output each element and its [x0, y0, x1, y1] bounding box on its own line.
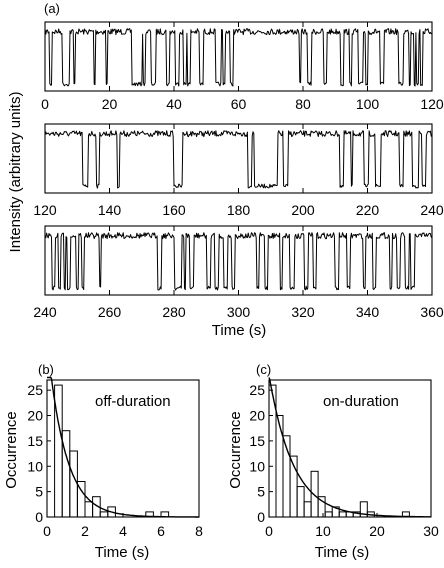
panel-b-label: (b): [38, 362, 54, 377]
y-tick-label: 5: [257, 484, 265, 500]
trace-row-2: 120 140 160 180 200 220 240: [33, 123, 444, 218]
panel-c-ylabel: Occurrence: [227, 411, 244, 489]
x-tick-label: 240: [33, 304, 57, 320]
y-tick-label: 25: [249, 382, 265, 398]
x-tick-label: 260: [98, 304, 122, 320]
panel-a-xlabel: Time (s): [212, 322, 266, 339]
x-tick-label: 20: [102, 96, 118, 112]
histogram-bar: [69, 450, 78, 518]
x-tick-label: 0: [265, 523, 273, 539]
x-tick-label: 40: [166, 96, 182, 112]
x-tick-label: 100: [356, 96, 380, 112]
panel-c-label: (c): [256, 362, 271, 377]
histogram-bar: [296, 486, 305, 518]
x-tick-label: 30: [423, 523, 439, 539]
x-tick-label: 180: [227, 202, 251, 218]
y-tick-label: 10: [27, 458, 43, 474]
histogram-on-duration: 0 10 20 30 0 5 10 15 20 25: [249, 377, 439, 539]
x-tick-label: 300: [227, 304, 251, 320]
histogram-bar: [84, 501, 94, 518]
histogram-off-duration: 0 2 4 6 8 0 5 10 15 20 25: [27, 376, 203, 539]
x-tick-label: 60: [231, 96, 247, 112]
x-tick-label: 20: [369, 523, 385, 539]
trace-row-3: 240 260 280 300 320 340 360: [33, 225, 444, 320]
y-tick-label: 25: [27, 382, 43, 398]
x-tick-label: 4: [119, 523, 127, 539]
histogram-bar: [303, 501, 312, 518]
y-tick-label: 15: [27, 433, 43, 449]
histogram-bar: [275, 415, 284, 518]
histogram-bar: [99, 511, 109, 518]
y-tick-label: 10: [249, 458, 265, 474]
intensity-trace: [44, 232, 433, 291]
panel-a: (a) Intensity (arbitrary units) Time (s)…: [7, 1, 444, 339]
y-tick-label: 0: [257, 509, 265, 525]
intensity-trace: [44, 130, 433, 189]
panel-b-ylabel: Occurrence: [3, 411, 20, 489]
x-tick-label: 2: [81, 523, 89, 539]
panel-c: (c) Occurrence Time (s) on-duration 0 10 2…: [227, 362, 439, 561]
y-tick-label: 0: [35, 509, 43, 525]
x-tick-label: 120: [420, 96, 444, 112]
x-tick-label: 360: [420, 304, 444, 320]
intensity-trace: [44, 28, 433, 87]
y-tick-label: 5: [35, 484, 43, 500]
x-tick-label: 200: [291, 202, 315, 218]
x-tick-label: 10: [315, 523, 331, 539]
histogram-bar: [310, 470, 319, 518]
panel-c-annotation: on-duration: [323, 393, 399, 410]
x-tick-label: 140: [98, 202, 122, 218]
panel-a-ylabel: Intensity (arbitrary units): [7, 92, 24, 253]
panel-b-xlabel: Time (s): [95, 544, 149, 561]
panel-c-xlabel: Time (s): [315, 544, 369, 561]
panel-b-annotation: off-duration: [95, 393, 171, 410]
x-tick-label: 8: [195, 523, 203, 539]
x-tick-label: 240: [420, 202, 444, 218]
histogram-bar: [324, 511, 333, 518]
trace-row-1: 0 20 40 60 80 100 120: [41, 21, 444, 112]
x-tick-label: 320: [291, 304, 315, 320]
histogram-bar: [338, 511, 347, 518]
panel-b: (b) Occurrence Time (s) off-duration 0 2 4…: [3, 362, 203, 561]
x-tick-label: 0: [41, 96, 49, 112]
x-tick-label: 0: [43, 523, 51, 539]
x-tick-label: 160: [162, 202, 186, 218]
x-tick-label: 6: [157, 523, 165, 539]
plot-frame: [268, 379, 432, 518]
y-tick-label: 15: [249, 433, 265, 449]
y-tick-label: 20: [249, 408, 265, 424]
y-tick-label: 20: [27, 408, 43, 424]
x-tick-label: 340: [356, 304, 380, 320]
x-tick-label: 280: [162, 304, 186, 320]
panel-a-label: (a): [44, 1, 60, 16]
x-tick-label: 80: [295, 96, 311, 112]
x-tick-label: 220: [356, 202, 380, 218]
x-tick-label: 120: [33, 202, 57, 218]
